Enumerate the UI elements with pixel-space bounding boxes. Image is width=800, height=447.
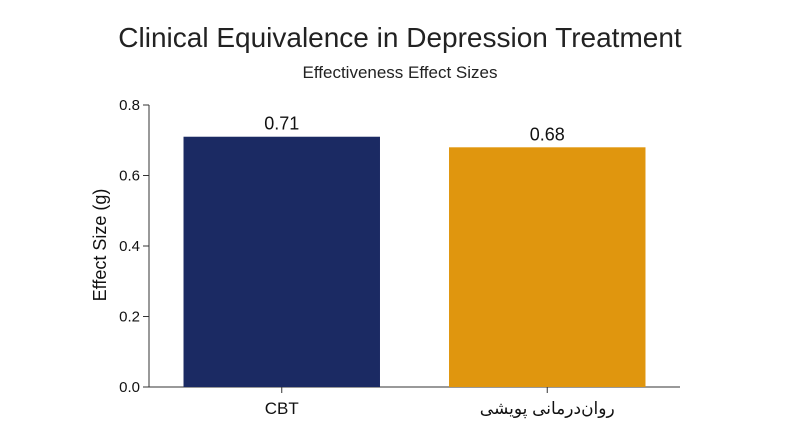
y-tick-label: 0.4 [119, 238, 140, 255]
chart-subtitle: Effectiveness Effect Sizes [303, 63, 498, 82]
plot-area: 0.0 0.2 0.4 0.6 0.8 CBT 0.71 روان‌درمانی پویشی 0… [119, 97, 680, 419]
bar [449, 147, 646, 387]
y-tick-label: 0.0 [119, 379, 140, 396]
y-tick-label: 0.2 [119, 309, 140, 326]
data-label: 0.68 [530, 124, 565, 144]
y-tick-label: 0.8 [119, 97, 140, 114]
x-tick-label: CBT [265, 399, 299, 418]
bar [183, 136, 380, 387]
data-label: 0.71 [264, 114, 299, 134]
x-tick-label: روان‌درمانی پویشی [480, 399, 615, 419]
chart-title: Clinical Equivalence in Depression Treat… [118, 22, 682, 53]
y-axis-label: Effect Size (g) [90, 189, 110, 302]
y-tick-label: 0.6 [119, 168, 140, 185]
